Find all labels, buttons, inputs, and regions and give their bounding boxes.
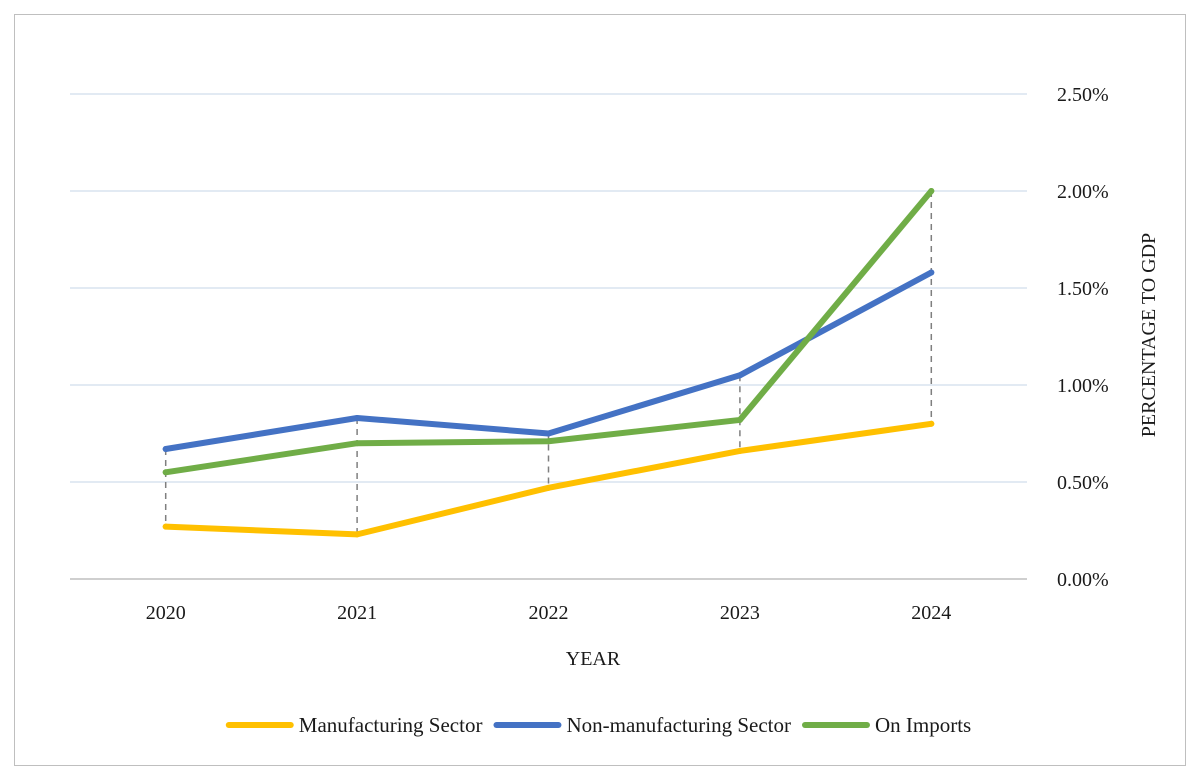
- data-point: [928, 269, 935, 276]
- x-tick-label: 2023: [720, 602, 760, 624]
- chart-frame: 0.00% 0.50% 1.00% 1.50% 2.00% 2.50% 2020 2021 2…: [14, 14, 1186, 766]
- x-tick-label: 2020: [146, 602, 186, 624]
- series-lines: [162, 188, 935, 538]
- y-tick-label: 0.00%: [1057, 569, 1109, 591]
- line-chart: 0.00%0.50%1.00%1.50%2.00%2.50% 2020 2021 2…: [70, 84, 1160, 737]
- y-tick-label: 1.00%: [1057, 375, 1109, 397]
- y-axis-ticks: 0.00% 0.50% 1.00% 1.50% 2.00% 2.50%: [1057, 84, 1109, 591]
- data-point: [162, 446, 169, 453]
- x-axis-label: YEAR: [566, 648, 621, 670]
- drop-lines: [164, 191, 933, 535]
- y-tick-label: 0.50%: [1057, 472, 1109, 494]
- data-point: [354, 531, 361, 538]
- data-point: [162, 523, 169, 530]
- data-point: [736, 447, 743, 454]
- data-point: [354, 414, 361, 421]
- legend-label: Manufacturing Sector: [299, 713, 483, 737]
- gridlines: [70, 93, 1027, 580]
- x-axis-ticks: 2020 2021 2022 2023 2024: [146, 602, 952, 624]
- data-point: [928, 420, 935, 427]
- y-tick-label: 1.50%: [1057, 278, 1109, 300]
- data-point: [545, 484, 552, 491]
- y-tick-label: 2.50%: [1057, 84, 1109, 106]
- data-point: [736, 416, 743, 423]
- x-tick-label: 2024: [911, 602, 951, 624]
- y-axis-label: PERCENTAGE TO GDP: [1138, 233, 1160, 437]
- x-tick-label: 2022: [529, 602, 569, 624]
- data-point: [736, 372, 743, 379]
- series-line-2: [162, 269, 935, 453]
- data-point: [545, 430, 552, 437]
- x-tick-label: 2021: [337, 602, 377, 624]
- data-point: [354, 440, 361, 447]
- legend: Manufacturing Sector Non-manufacturing Se…: [225, 713, 971, 737]
- data-point: [545, 438, 552, 445]
- legend-label: Non-manufacturing Sector: [566, 713, 791, 737]
- y-tick-label: 2.00%: [1057, 181, 1109, 203]
- legend-label: On Imports: [875, 713, 971, 737]
- data-point: [928, 188, 935, 194]
- data-point: [162, 469, 169, 476]
